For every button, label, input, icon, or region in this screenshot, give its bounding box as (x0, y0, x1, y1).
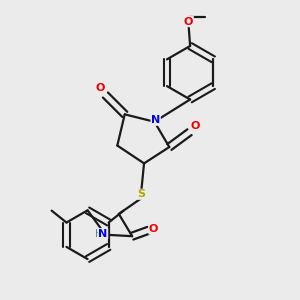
Text: H: H (95, 229, 103, 238)
Text: N: N (98, 229, 108, 238)
Text: O: O (95, 83, 105, 94)
Text: N: N (151, 115, 160, 125)
Text: O: O (184, 16, 193, 27)
Text: O: O (149, 224, 158, 234)
Text: O: O (190, 121, 200, 130)
Text: S: S (138, 189, 146, 199)
